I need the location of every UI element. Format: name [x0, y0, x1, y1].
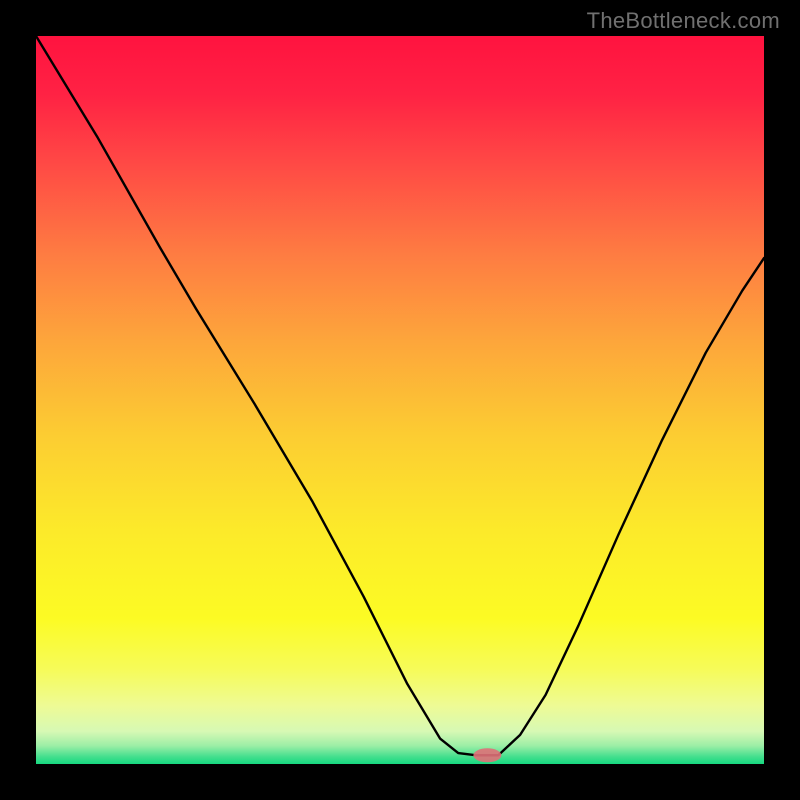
- chart-container: TheBottleneck.com: [0, 0, 800, 800]
- chart-gradient-bg: [36, 36, 764, 764]
- optimal-point-marker: [473, 748, 501, 762]
- bottleneck-chart-svg: [0, 0, 800, 800]
- watermark-text: TheBottleneck.com: [587, 8, 780, 34]
